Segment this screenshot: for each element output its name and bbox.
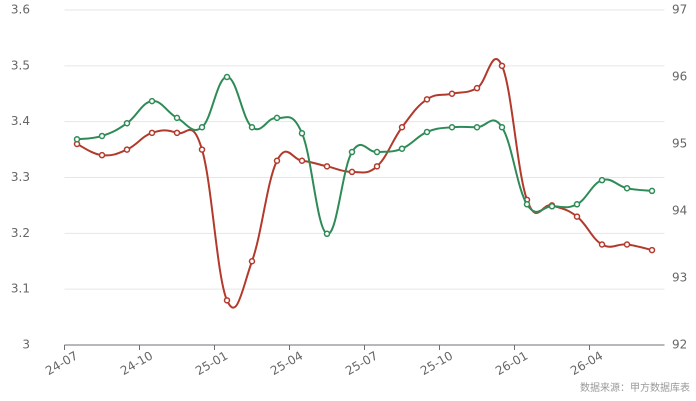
x-tick-label: 26-04 [568, 349, 605, 379]
point [423, 128, 431, 136]
point [448, 124, 456, 131]
y2-tick-label: 92 [672, 338, 687, 352]
x-tick-label: 25-07 [343, 349, 380, 379]
series-line [76, 58, 653, 309]
point [198, 146, 206, 153]
point [273, 114, 281, 122]
point [573, 213, 581, 220]
point [348, 148, 356, 156]
point [298, 157, 306, 164]
point [273, 157, 281, 164]
point [648, 187, 656, 195]
point [398, 145, 406, 152]
point [198, 124, 206, 131]
point [648, 246, 656, 254]
point [373, 163, 381, 170]
y2-tick-label: 93 [672, 271, 687, 285]
y-tick-label: 3.5 [11, 58, 30, 72]
y2-tick-label: 95 [672, 137, 687, 151]
x-tick-label: 25-10 [418, 349, 455, 379]
point [623, 241, 631, 248]
y2-tick-label: 94 [672, 204, 687, 218]
x-tick-label: 26-01 [493, 349, 530, 379]
y-tick-label: 3.6 [11, 3, 30, 17]
y-tick-label: 3.3 [11, 170, 30, 184]
point [98, 132, 106, 140]
point [348, 168, 356, 176]
y-tick-label: 3.1 [11, 282, 30, 296]
y-tick-label: 3.4 [11, 114, 30, 128]
point [73, 136, 81, 143]
point [123, 146, 131, 153]
x-tick-label: 24-07 [43, 349, 80, 379]
point [373, 148, 381, 156]
point [598, 241, 606, 248]
point [173, 114, 181, 122]
point [223, 297, 231, 304]
point [598, 176, 606, 184]
point [473, 84, 481, 92]
point [223, 73, 231, 81]
x-tick-label: 25-01 [193, 349, 230, 379]
y-tick-label: 3.2 [11, 226, 30, 240]
y2-tick-label: 96 [672, 70, 687, 84]
point [148, 129, 156, 137]
point [248, 258, 256, 265]
point [98, 151, 106, 159]
point [548, 203, 556, 210]
point [323, 163, 331, 170]
point [523, 201, 531, 208]
point [148, 97, 156, 105]
point [248, 124, 256, 131]
point [123, 119, 131, 127]
point [398, 124, 406, 131]
point [448, 90, 456, 97]
x-tick-label: 24-10 [118, 349, 155, 379]
point [498, 124, 506, 131]
x-tick-label: 25-04 [268, 349, 305, 379]
y-tick-label: 3 [22, 338, 30, 352]
point [623, 184, 631, 192]
point [423, 96, 431, 103]
point [573, 201, 581, 208]
y2-tick-label: 97 [672, 3, 687, 17]
point [498, 62, 506, 70]
point [173, 129, 181, 137]
source-note: 数据来源：甲方数据库表 [580, 381, 690, 394]
point [473, 124, 481, 131]
point [323, 230, 331, 238]
point [298, 130, 306, 137]
